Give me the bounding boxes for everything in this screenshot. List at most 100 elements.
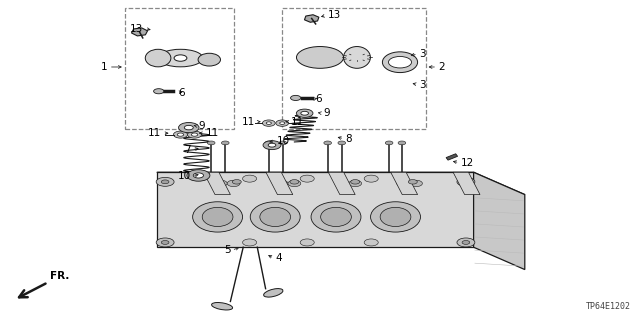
Circle shape [232,180,241,184]
Polygon shape [157,172,525,195]
Text: 3: 3 [419,79,426,90]
Text: 6: 6 [178,87,184,98]
Circle shape [156,238,174,247]
Text: 4: 4 [275,253,282,263]
Circle shape [263,141,281,150]
Ellipse shape [212,302,232,310]
Text: 13: 13 [130,24,143,34]
Bar [282,8,426,129]
Circle shape [275,180,288,187]
Circle shape [300,239,314,246]
Ellipse shape [145,49,171,67]
Circle shape [280,122,285,124]
Ellipse shape [344,47,371,68]
Circle shape [296,109,313,117]
Polygon shape [328,172,355,195]
Ellipse shape [260,207,291,226]
Polygon shape [204,172,230,195]
Ellipse shape [296,47,344,68]
Circle shape [336,180,349,187]
Circle shape [291,95,301,100]
Polygon shape [131,28,148,36]
Circle shape [462,180,470,184]
Ellipse shape [380,207,411,226]
Circle shape [388,56,412,68]
Text: 11: 11 [291,117,305,127]
Polygon shape [305,15,319,22]
Circle shape [288,180,301,187]
Circle shape [279,141,287,145]
Circle shape [324,141,332,145]
Circle shape [351,180,360,184]
Text: 10: 10 [177,171,191,181]
Circle shape [265,141,273,145]
Text: 3: 3 [419,49,426,59]
Text: 8: 8 [346,134,352,144]
Ellipse shape [198,53,220,66]
Circle shape [268,143,276,147]
Circle shape [397,180,410,187]
Circle shape [193,173,204,178]
Text: 2: 2 [438,62,445,72]
Ellipse shape [371,202,420,232]
Text: 12: 12 [461,158,474,168]
Ellipse shape [158,49,203,67]
Circle shape [290,180,299,184]
Polygon shape [453,172,480,195]
Circle shape [156,177,174,186]
Bar [125,8,234,129]
Circle shape [154,89,164,94]
Circle shape [243,239,257,246]
Ellipse shape [321,207,351,226]
Text: 11: 11 [206,128,220,138]
Circle shape [207,141,215,145]
Text: TP64E1202: TP64E1202 [586,302,630,311]
Circle shape [462,241,470,244]
Ellipse shape [193,202,243,232]
Text: FR.: FR. [50,271,69,281]
Circle shape [398,141,406,145]
Circle shape [364,239,378,246]
Circle shape [457,238,475,247]
Circle shape [385,141,393,145]
Circle shape [174,55,187,61]
Circle shape [349,180,362,187]
Text: 11: 11 [241,117,255,127]
Circle shape [184,125,193,130]
Circle shape [262,120,275,126]
Circle shape [276,120,289,126]
Text: 1: 1 [101,62,108,72]
Polygon shape [390,172,418,195]
Ellipse shape [202,207,233,226]
Text: 13: 13 [328,10,341,20]
Ellipse shape [311,202,361,232]
Circle shape [338,141,346,145]
Circle shape [410,180,422,187]
Circle shape [188,131,202,138]
Circle shape [266,122,271,124]
Circle shape [214,180,227,187]
Ellipse shape [264,289,283,297]
Text: 9: 9 [198,121,205,131]
Ellipse shape [250,202,300,232]
Text: 6: 6 [316,94,322,104]
Circle shape [221,141,229,145]
Circle shape [408,180,417,184]
Circle shape [161,241,169,244]
Text: 10: 10 [276,136,290,146]
Circle shape [300,175,314,182]
Circle shape [177,133,184,136]
Text: 5: 5 [224,245,230,256]
Polygon shape [474,172,525,270]
Polygon shape [266,172,293,195]
Circle shape [161,180,169,184]
Circle shape [227,180,240,187]
Circle shape [173,131,188,138]
Circle shape [301,111,308,115]
Circle shape [187,170,210,181]
Circle shape [243,175,257,182]
Circle shape [457,177,475,186]
Text: 9: 9 [323,108,330,118]
Polygon shape [446,154,458,160]
Circle shape [179,122,199,133]
